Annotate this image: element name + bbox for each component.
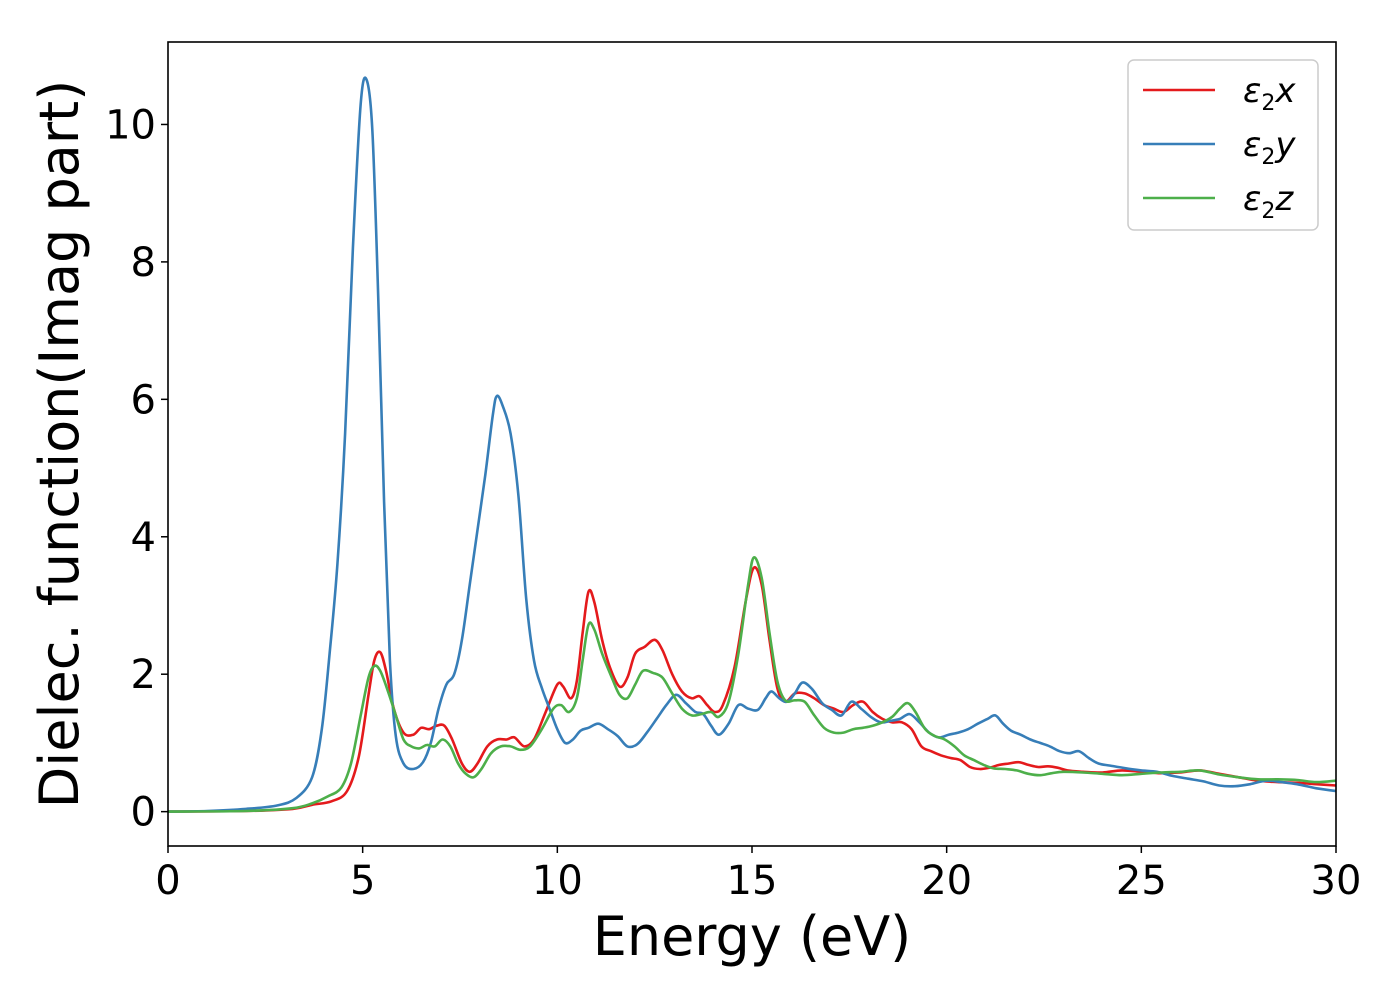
x-axis-label: Energy (eV) — [593, 905, 912, 968]
series-line-z — [167, 556, 1337, 813]
plot-frame — [167, 41, 1337, 847]
legend-box — [1127, 59, 1319, 231]
x-tick-label: 5 — [350, 858, 375, 904]
x-tick-label: 20 — [921, 858, 972, 904]
y-tick-label: 2 — [131, 652, 156, 698]
x-tick-label: 30 — [1311, 858, 1362, 904]
legend-label-x: ε2x — [1243, 71, 1296, 116]
series-line-x — [167, 565, 1337, 813]
axis-ticks: 0 5 10 15 20 25 30 0 2 4 6 8 10 — [105, 102, 1361, 904]
y-tick-label: 0 — [131, 790, 156, 836]
x-tick-label: 15 — [727, 858, 778, 904]
legend-label-y: ε2y — [1243, 125, 1296, 170]
legend-label-z: ε2z — [1243, 179, 1294, 224]
x-tick-label: 25 — [1116, 858, 1167, 904]
plot-lines — [167, 76, 1337, 813]
y-tick-label: 4 — [131, 515, 156, 561]
legend: ε2x ε2y ε2z — [1127, 59, 1319, 231]
y-axis-label: Dielec. function(Imag part) — [28, 80, 91, 809]
x-tick-label: 0 — [155, 858, 180, 904]
y-tick-label: 8 — [131, 240, 156, 286]
x-tick-label: 10 — [532, 858, 583, 904]
y-tick-label: 10 — [105, 102, 156, 148]
y-tick-label: 6 — [131, 377, 156, 423]
